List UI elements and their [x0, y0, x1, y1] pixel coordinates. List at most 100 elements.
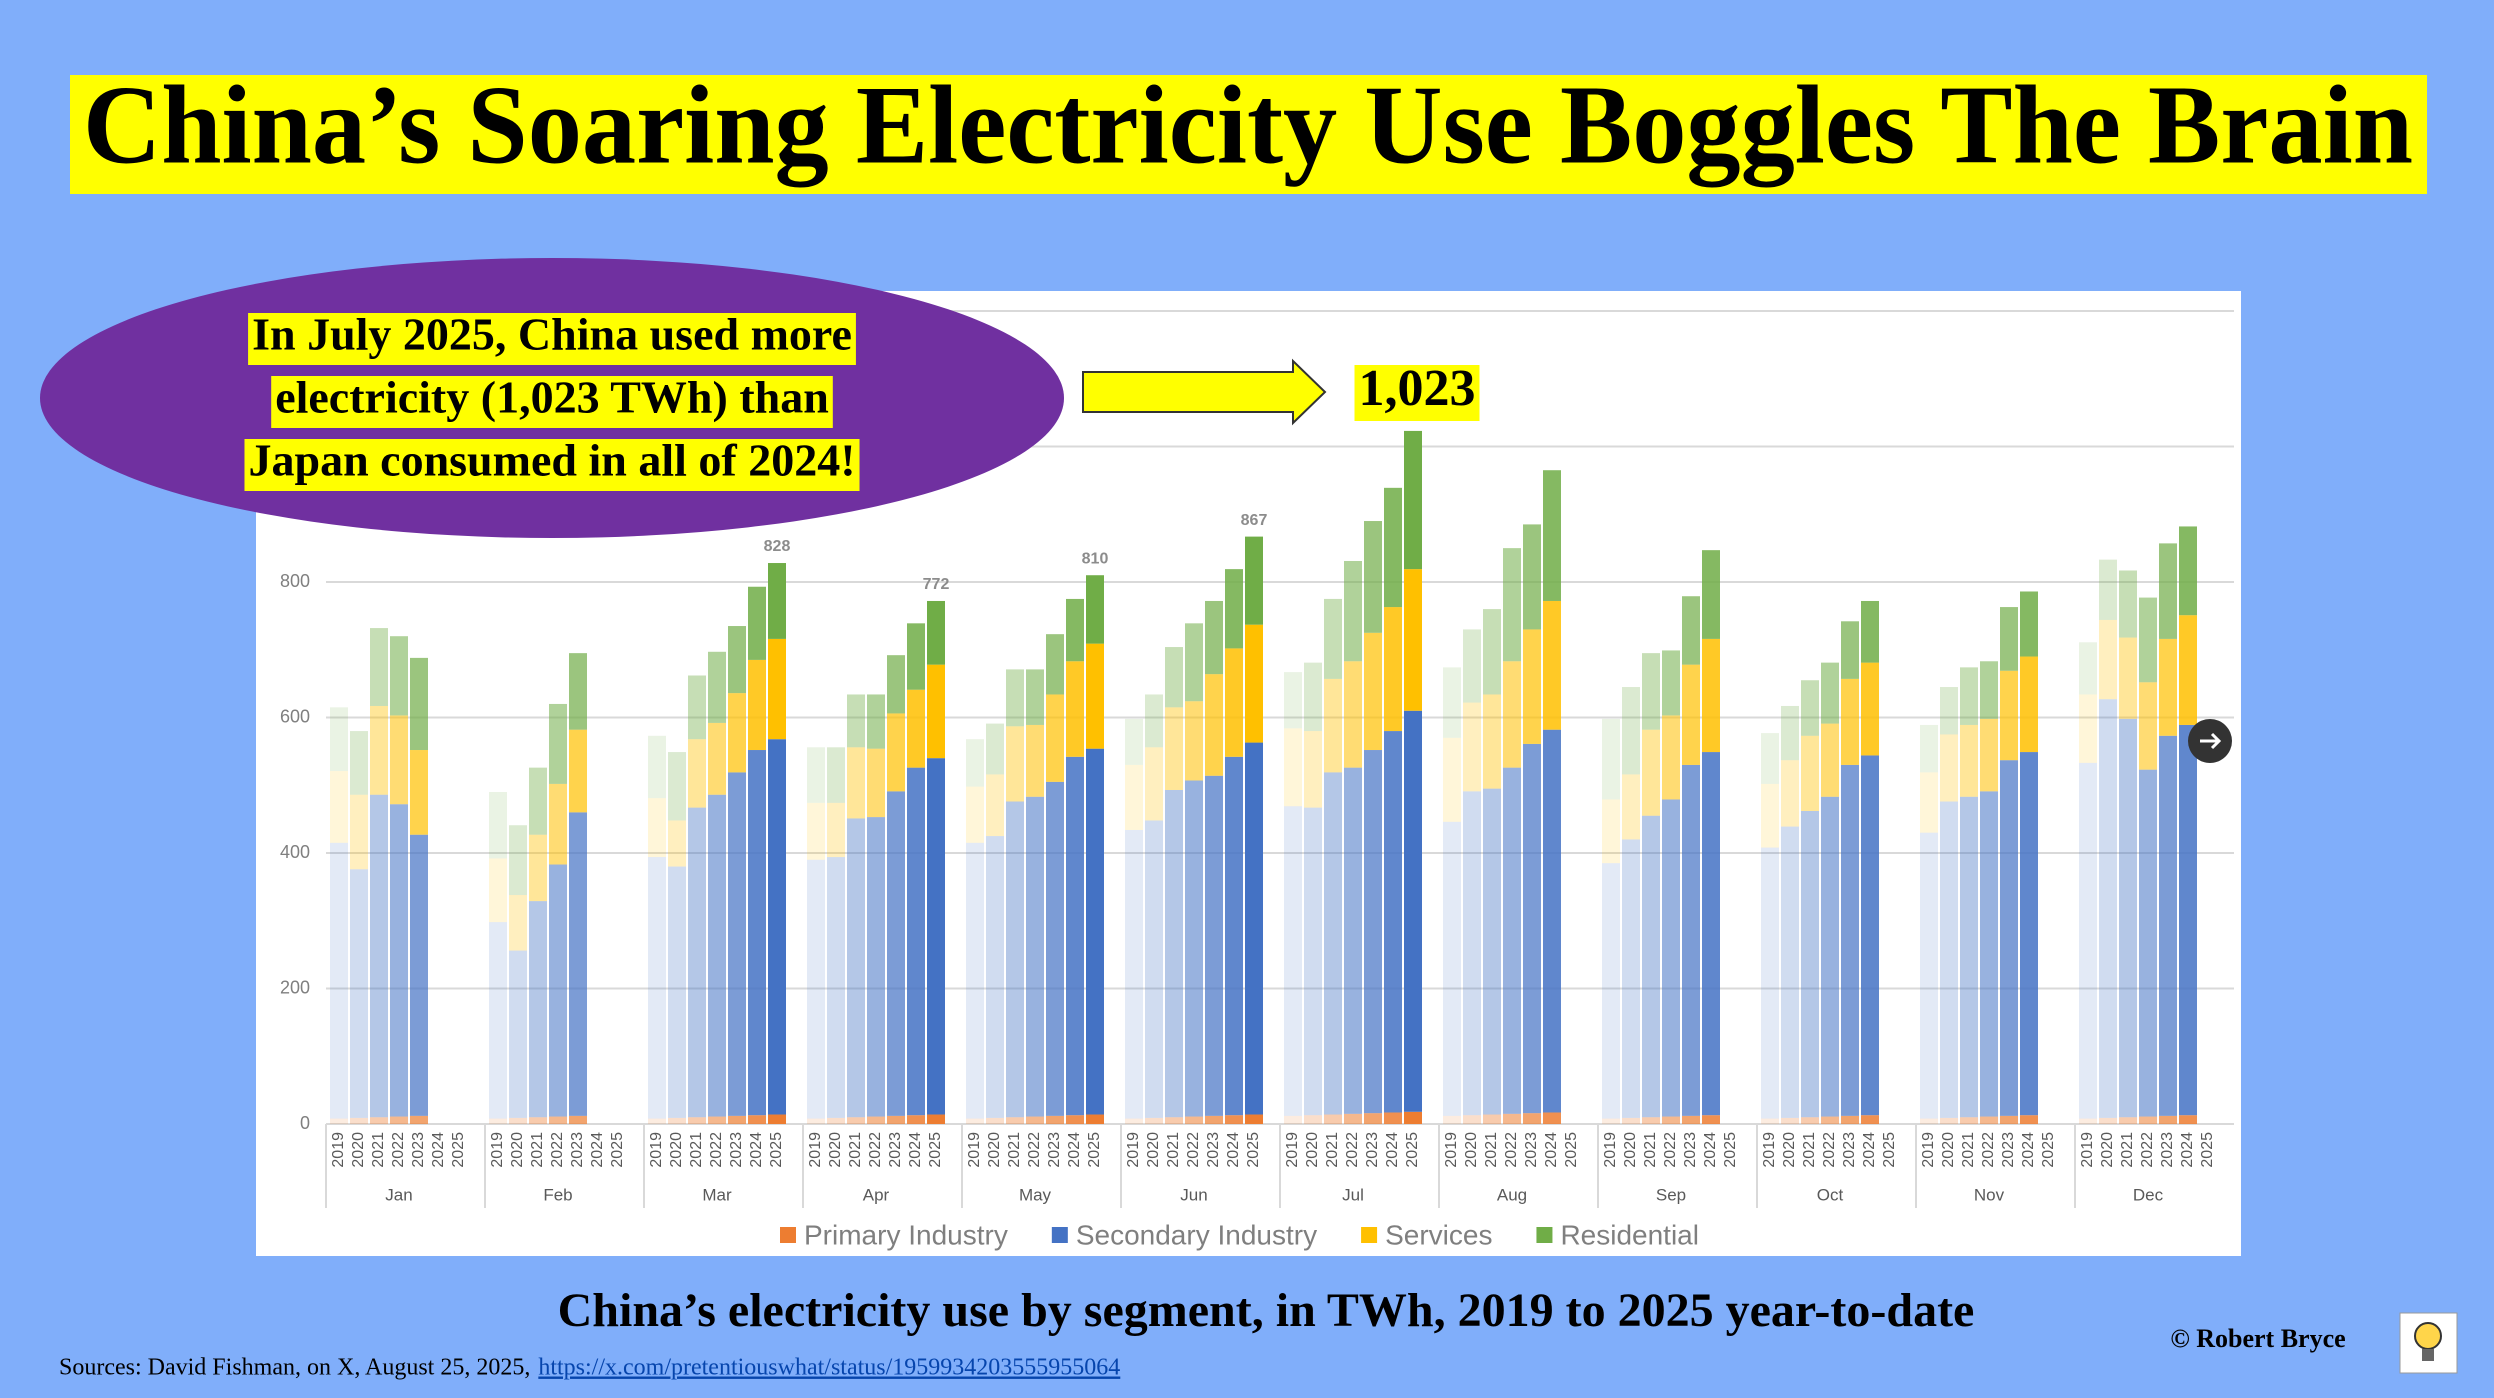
bar-segment — [1602, 1118, 1620, 1124]
bar-segment — [748, 1115, 766, 1124]
bar-segment — [2139, 1116, 2157, 1124]
x-tick-label: 2019 — [1443, 1132, 1460, 1168]
bar-segment — [1324, 598, 1342, 679]
bar-segment — [2159, 638, 2177, 736]
bar-segment — [529, 767, 547, 835]
bar-segment — [410, 657, 428, 751]
title-box — [70, 75, 2427, 194]
bar-segment — [2099, 699, 2117, 1118]
bar-segment — [2139, 597, 2157, 683]
bar-segment — [1920, 724, 1938, 773]
bar-segment — [1483, 1114, 1501, 1124]
x-tick-label: 2021 — [1801, 1132, 1818, 1168]
bar-segment — [1205, 600, 1223, 675]
title: China’s Soaring Electricity Use Boggles … — [83, 64, 2413, 188]
bar-segment — [1662, 715, 1680, 800]
bar-segment — [1821, 662, 1839, 724]
bar-segment — [1284, 728, 1302, 807]
x-tick-label: 2023 — [728, 1132, 745, 1168]
total-label: 828 — [764, 538, 791, 555]
callout-value-label: 1,023 — [1359, 360, 1476, 417]
bar-segment — [1404, 569, 1422, 711]
bar-segment — [1344, 1113, 1362, 1124]
x-tick-label: 2020 — [509, 1132, 526, 1168]
bar-segment — [1622, 687, 1640, 775]
bar-segment — [489, 1118, 507, 1124]
bar-segment — [2079, 642, 2097, 695]
bar-segment — [1443, 821, 1461, 1116]
bar-segment — [410, 750, 428, 835]
x-group-label: May — [1019, 1185, 1052, 1204]
text-highlight — [271, 376, 833, 428]
bar-segment — [1702, 752, 1720, 1116]
bar-segment — [1543, 1112, 1561, 1124]
bar-segment — [768, 638, 786, 740]
bar-segment — [1205, 674, 1223, 776]
bar-segment — [1483, 609, 1501, 695]
x-tick-label: 2019 — [1125, 1132, 1142, 1168]
x-tick-label: 2023 — [410, 1132, 427, 1168]
x-tick-label: 2025 — [768, 1132, 785, 1168]
bar-segment — [1046, 1115, 1064, 1124]
bar-segment — [1443, 737, 1461, 822]
bar-segment — [1384, 731, 1402, 1113]
callout-text: electricity (1,023 TWh) than — [275, 372, 829, 423]
bar-segment — [986, 774, 1004, 837]
x-tick-label: 2020 — [2099, 1132, 2116, 1168]
bar-segment — [2099, 1117, 2117, 1124]
x-tick-label: 2025 — [2040, 1132, 2057, 1168]
bar-segment — [350, 869, 368, 1118]
x-tick-label: 2021 — [370, 1132, 387, 1168]
legend-swatch — [780, 1227, 796, 1243]
bar-segment — [509, 895, 527, 951]
x-tick-label: 2024 — [1066, 1132, 1083, 1168]
y-tick-label: 400 — [280, 842, 310, 862]
bar-segment — [807, 1118, 825, 1124]
bar-segment — [1225, 648, 1243, 757]
bar-segment — [1523, 1113, 1541, 1124]
x-group-label: Mar — [702, 1185, 732, 1204]
bar-segment — [1165, 789, 1183, 1118]
bar-segment — [1463, 791, 1481, 1116]
x-tick-label: 2022 — [1026, 1132, 1043, 1168]
bar-segment — [509, 950, 527, 1118]
bar-segment — [529, 834, 547, 902]
bar-segment — [1622, 774, 1640, 840]
bar-segment — [489, 922, 507, 1119]
bar-segment — [807, 859, 825, 1119]
bar-segment — [1086, 1114, 1104, 1124]
bar-segment — [1503, 661, 1521, 768]
bar-segment — [1642, 1117, 1660, 1124]
bar-segment — [390, 804, 408, 1117]
next-button[interactable] — [2188, 719, 2232, 763]
bar-segment — [1781, 760, 1799, 827]
bar-segment — [927, 1114, 945, 1124]
bar-segment — [847, 694, 865, 748]
source-link[interactable]: https://x.com/pretentiouswhat/status/195… — [538, 1355, 1120, 1381]
legend-label: Residential — [1560, 1219, 1699, 1250]
bar-segment — [1940, 687, 1958, 735]
x-tick-label: 2022 — [1821, 1132, 1838, 1168]
bar-segment — [847, 818, 865, 1118]
bar-segment — [509, 1117, 527, 1124]
bar-segment — [1066, 1115, 1084, 1124]
x-tick-label: 2023 — [887, 1132, 904, 1168]
bar-segment — [1443, 667, 1461, 738]
x-tick-label: 2022 — [1980, 1132, 1997, 1168]
bar-segment — [1284, 806, 1302, 1116]
bar-segment — [688, 739, 706, 808]
x-tick-label: 2021 — [1642, 1132, 1659, 1168]
bar-segment — [728, 693, 746, 773]
bar-segment — [648, 735, 666, 799]
bar-segment — [1086, 748, 1104, 1115]
bar-segment — [668, 752, 686, 821]
bar-segment — [1304, 662, 1322, 732]
x-tick-label: 2023 — [1046, 1132, 1063, 1168]
bar-segment — [1145, 747, 1163, 821]
bar-segment — [1006, 1117, 1024, 1124]
bar-segment — [1662, 1116, 1680, 1124]
bar-segment — [1920, 1118, 1938, 1124]
bar-segment — [1761, 1118, 1779, 1124]
x-group-label: Feb — [543, 1185, 572, 1204]
